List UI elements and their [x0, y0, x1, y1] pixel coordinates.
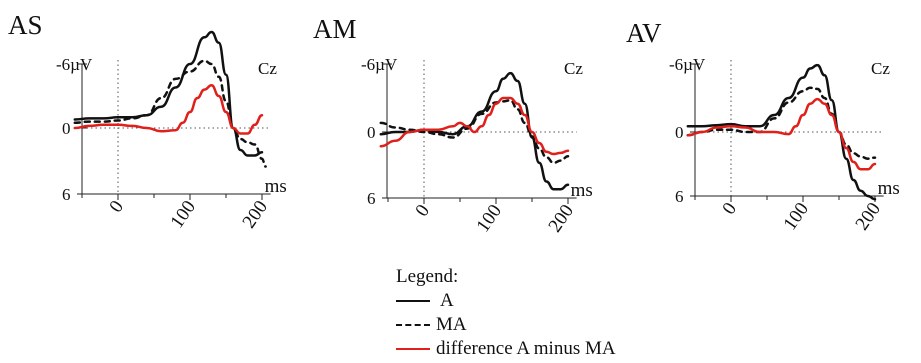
series-line-a [73, 30, 264, 157]
legend-label: MA [436, 314, 467, 335]
x-tick-label: 100 [167, 197, 201, 232]
x-tick-label: 100 [780, 199, 814, 234]
legend-item-difference: difference A minus MA [396, 338, 696, 360]
y-label-zero: 0 [675, 123, 684, 142]
x-tick-label: 0 [411, 201, 434, 221]
series-line-ma [379, 99, 570, 165]
series-line-a [686, 63, 877, 201]
y-label-bottom: 6 [62, 185, 71, 204]
x-axis-label: ms [878, 178, 900, 199]
panel-title: AS [8, 10, 43, 40]
electrode-label: Cz [564, 59, 583, 78]
electrode-label: Cz [258, 59, 277, 78]
legend-swatch-difference [396, 348, 430, 350]
y-label-bottom: 6 [675, 187, 684, 206]
y-label-bottom: 6 [367, 189, 376, 208]
y-label-zero: 0 [62, 119, 71, 138]
panel-title: AM [313, 14, 357, 44]
y-label-top: -6µV [361, 55, 398, 74]
panel-am: AM -6µV 0 6 Cz ms 0 100 200 [313, 14, 593, 236]
series-line-difference-a-minus-ma [73, 84, 264, 135]
panel-title: AV [626, 18, 662, 48]
y-label-top: -6µV [56, 55, 93, 74]
x-tick-label: 0 [718, 199, 741, 219]
y-label-zero: 0 [367, 123, 376, 142]
legend-label: difference A minus MA [436, 338, 616, 359]
x-tick-label: 200 [545, 201, 579, 236]
x-tick-label: 0 [105, 197, 128, 217]
series-line-ma [73, 59, 267, 168]
legend: Legend: A MA difference A minus MA [396, 266, 696, 362]
series-line-difference-a-minus-ma [686, 97, 877, 171]
x-axis-label: ms [265, 176, 287, 197]
x-axis-label: ms [571, 180, 593, 201]
legend-title: Legend: [396, 266, 459, 287]
legend-item-ma: MA [396, 314, 696, 336]
panel-av: AV -6µV 0 6 Cz ms 0 100 200 [626, 18, 900, 234]
electrode-label: Cz [871, 59, 890, 78]
series-line-difference-a-minus-ma [379, 96, 570, 156]
legend-label: A [440, 290, 454, 311]
legend-swatch-a [396, 300, 430, 302]
series-line-ma [686, 86, 877, 160]
legend-item-a: A [396, 290, 696, 312]
y-label-top: -6µV [669, 55, 706, 74]
panel-as: AS -6µV 0 6 Cz ms 0 100 200 [8, 10, 287, 232]
x-tick-label: 100 [473, 201, 507, 236]
x-tick-label: 200 [852, 199, 886, 234]
x-tick-label: 200 [239, 197, 273, 232]
legend-swatch-ma [396, 324, 430, 326]
